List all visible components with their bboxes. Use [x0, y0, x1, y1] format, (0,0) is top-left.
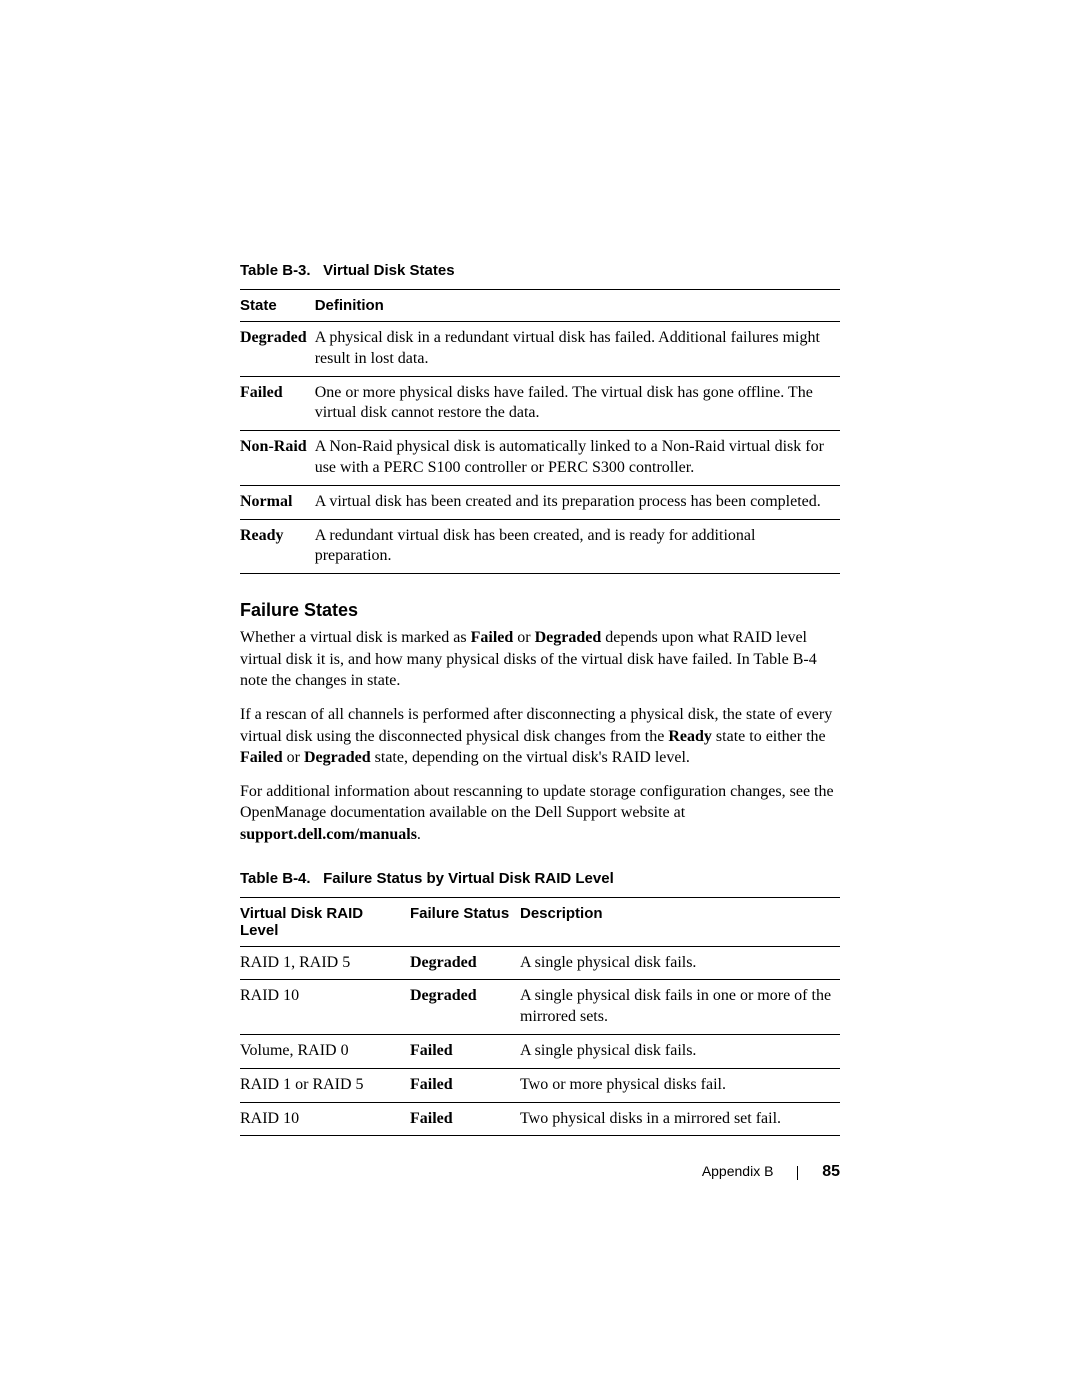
table-row: Non-Raid A Non-Raid physical disk is aut…	[240, 431, 840, 486]
table-b3-header-row: State Definition	[240, 290, 840, 322]
table-b4-desc: A single physical disk fails in one or m…	[520, 980, 840, 1035]
table-b4-status: Failed	[410, 1034, 520, 1068]
table-b3-caption-prefix: Table B-3.	[240, 262, 311, 279]
table-b3-state: Normal	[240, 485, 315, 519]
table-row: Failed One or more physical disks have f…	[240, 376, 840, 431]
table-b3-header-definition: Definition	[315, 290, 840, 322]
para-bold: Degraded	[535, 629, 602, 646]
table-b3-definition: A virtual disk has been created and its …	[315, 485, 840, 519]
table-row: Ready A redundant virtual disk has been …	[240, 519, 840, 574]
para-text: or	[283, 749, 304, 766]
para-bold: Failed	[240, 749, 283, 766]
table-b4-desc: A single physical disk fails.	[520, 1034, 840, 1068]
table-row: Volume, RAID 0 Failed A single physical …	[240, 1034, 840, 1068]
para-text: state to either the	[712, 728, 826, 745]
para-text: state, depending on the virtual disk's R…	[371, 749, 690, 766]
table-b4-raid: RAID 10	[240, 1102, 410, 1136]
section-heading-failure-states: Failure States	[240, 600, 840, 621]
table-row: RAID 10 Failed Two physical disks in a m…	[240, 1102, 840, 1136]
table-b4-raid: RAID 1, RAID 5	[240, 946, 410, 980]
table-b3-definition: One or more physical disks have failed. …	[315, 376, 840, 431]
para-3: For additional information about rescann…	[240, 781, 840, 846]
table-b3-header-state: State	[240, 290, 315, 322]
table-b3-definition: A physical disk in a redundant virtual d…	[315, 322, 840, 377]
table-b4-status: Failed	[410, 1068, 520, 1102]
table-b4-desc: Two or more physical disks fail.	[520, 1068, 840, 1102]
para-bold: Failed	[471, 629, 514, 646]
table-b4-desc: Two physical disks in a mirrored set fai…	[520, 1102, 840, 1136]
table-b4-caption: Table B-4. Failure Status by Virtual Dis…	[240, 870, 840, 887]
para-2: If a rescan of all channels is performed…	[240, 704, 840, 769]
table-b3-state: Ready	[240, 519, 315, 574]
table-b4-header-status: Failure Status	[410, 897, 520, 946]
para-1: Whether a virtual disk is marked as Fail…	[240, 627, 840, 692]
table-b4-raid: RAID 10	[240, 980, 410, 1035]
table-b4-header-row: Virtual Disk RAID Level Failure Status D…	[240, 897, 840, 946]
table-b3-caption-title: Virtual Disk States	[323, 262, 454, 279]
table-b4-status: Degraded	[410, 980, 520, 1035]
table-b4-header-desc: Description	[520, 897, 840, 946]
table-row: Normal A virtual disk has been created a…	[240, 485, 840, 519]
table-b4: Virtual Disk RAID Level Failure Status D…	[240, 897, 840, 1137]
table-row: RAID 1, RAID 5 Degraded A single physica…	[240, 946, 840, 980]
para-bold: Degraded	[304, 749, 371, 766]
para-bold: Ready	[668, 728, 712, 745]
table-b4-caption-title: Failure Status by Virtual Disk RAID Leve…	[323, 870, 614, 887]
table-b3-definition: A Non-Raid physical disk is automaticall…	[315, 431, 840, 486]
table-row: Degraded A physical disk in a redundant …	[240, 322, 840, 377]
para-text: .	[417, 826, 421, 843]
table-b4-desc: A single physical disk fails.	[520, 946, 840, 980]
page-footer: Appendix B 85	[240, 1163, 840, 1181]
page-content: Table B-3. Virtual Disk States State Def…	[240, 262, 840, 1136]
footer-label: Appendix B	[702, 1163, 774, 1179]
table-b3-definition: A redundant virtual disk has been create…	[315, 519, 840, 574]
table-b4-status: Failed	[410, 1102, 520, 1136]
table-b4-raid: Volume, RAID 0	[240, 1034, 410, 1068]
table-b3-state: Degraded	[240, 322, 315, 377]
table-b3-state: Failed	[240, 376, 315, 431]
para-text: For additional information about rescann…	[240, 783, 834, 822]
table-row: RAID 10 Degraded A single physical disk …	[240, 980, 840, 1035]
table-row: RAID 1 or RAID 5 Failed Two or more phys…	[240, 1068, 840, 1102]
para-text: Whether a virtual disk is marked as	[240, 629, 471, 646]
para-text: or	[513, 629, 534, 646]
footer-page-number: 85	[822, 1163, 840, 1180]
table-b3-state: Non-Raid	[240, 431, 315, 486]
footer-divider	[797, 1166, 798, 1180]
table-b4-header-raid: Virtual Disk RAID Level	[240, 897, 410, 946]
para-bold: support.dell.com/manuals	[240, 826, 417, 843]
table-b3: State Definition Degraded A physical dis…	[240, 289, 840, 574]
table-b4-status: Degraded	[410, 946, 520, 980]
table-b3-caption: Table B-3. Virtual Disk States	[240, 262, 840, 279]
table-b4-caption-prefix: Table B-4.	[240, 870, 311, 887]
table-b4-raid: RAID 1 or RAID 5	[240, 1068, 410, 1102]
